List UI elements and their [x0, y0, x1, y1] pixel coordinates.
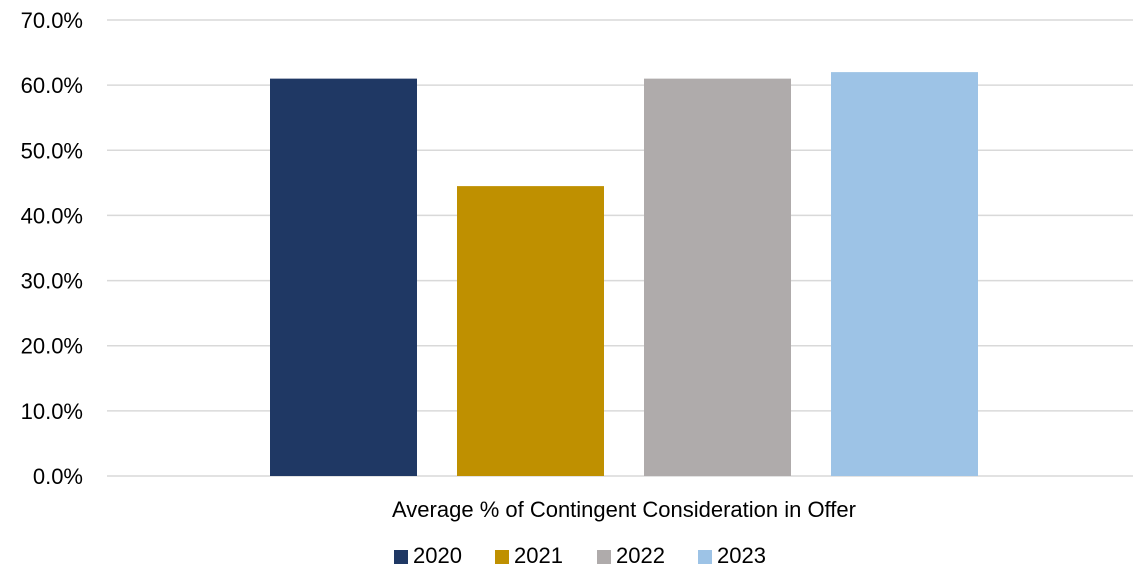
y-tick-label: 40.0%: [21, 203, 83, 228]
category-label: Average % of Contingent Consideration in…: [392, 497, 856, 522]
legend-item-2021: 2021: [495, 543, 563, 568]
y-tick-label: 10.0%: [21, 399, 83, 424]
legend-swatch: [495, 550, 509, 564]
bar-2022: [644, 78, 791, 476]
y-tick-label: 50.0%: [21, 138, 83, 163]
legend-item-2020: 2020: [394, 543, 462, 568]
legend-item-2022: 2022: [597, 543, 665, 568]
y-tick-label: 20.0%: [21, 334, 83, 359]
legend-label: 2020: [413, 543, 462, 568]
legend-item-2023: 2023: [698, 543, 766, 568]
legend-swatch: [698, 550, 712, 564]
legend-swatch: [597, 550, 611, 564]
y-axis-tick-labels: 0.0% 10.0% 20.0% 30.0% 40.0% 50.0% 60.0% 70.0%: [21, 8, 83, 489]
y-tick-label: 30.0%: [21, 269, 83, 294]
bar-2021: [457, 186, 604, 476]
legend-label: 2021: [514, 543, 563, 568]
y-tick-label: 70.0%: [21, 8, 83, 33]
bar-2023: [831, 72, 978, 476]
category-axis-labels: Average % of Contingent Consideration in…: [392, 497, 856, 522]
y-tick-label: 0.0%: [33, 464, 83, 489]
legend-label: 2023: [717, 543, 766, 568]
legend-swatch: [394, 550, 408, 564]
gridlines: [107, 19, 1133, 477]
bars: [270, 72, 978, 476]
bar-2020: [270, 78, 417, 476]
y-tick-label: 60.0%: [21, 73, 83, 98]
legend: 2020 2021 2022 2023: [394, 543, 766, 568]
legend-label: 2022: [616, 543, 665, 568]
